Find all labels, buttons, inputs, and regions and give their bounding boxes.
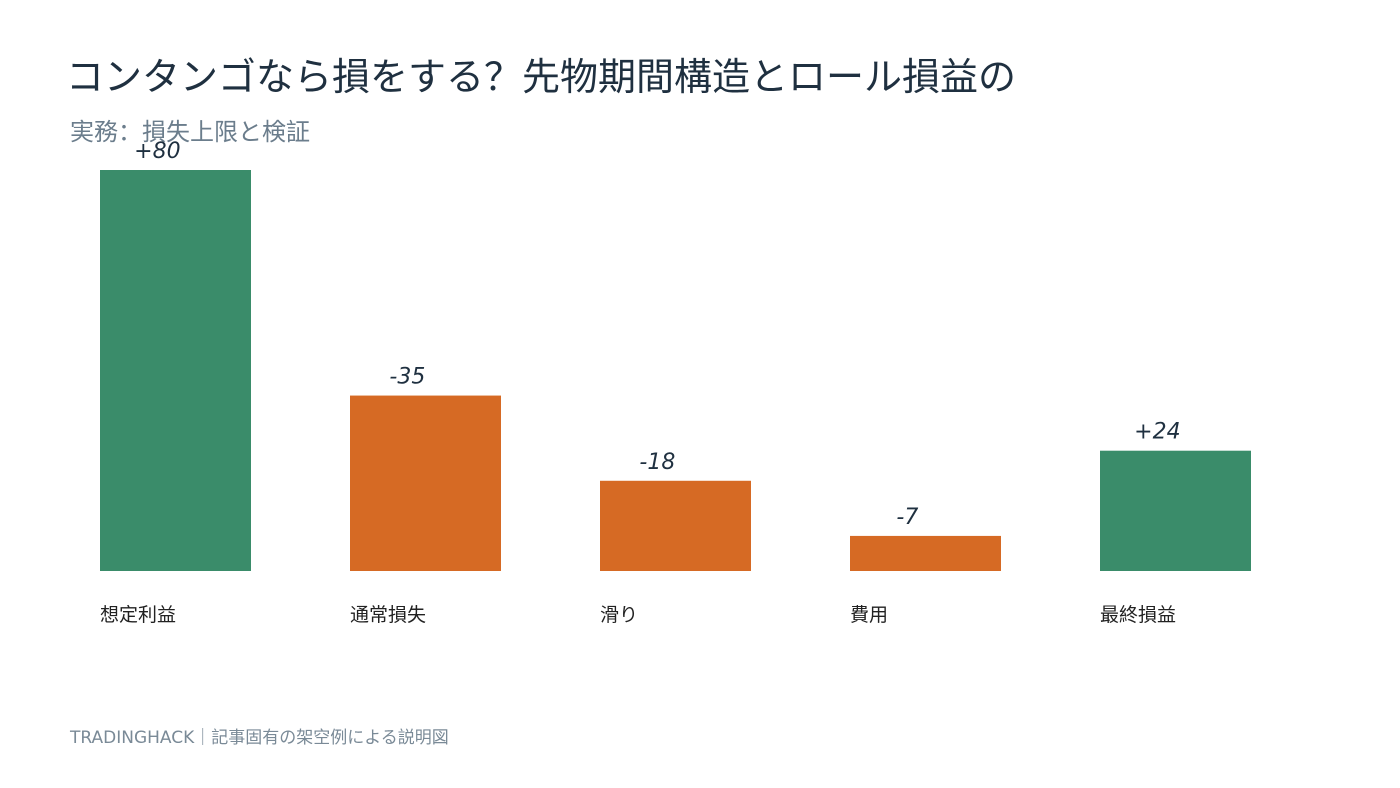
bar-1	[100, 170, 251, 571]
bar-value-label-1: +80	[134, 139, 180, 164]
bar-value-label-2: -35	[389, 365, 425, 390]
category-label-2: 通常損失	[350, 604, 426, 626]
bar-value-label-3: -18	[639, 450, 675, 475]
chart-title: コンタンゴなら損をする？先物期間構造とロール損益の	[66, 55, 1017, 99]
bar-2	[350, 395, 501, 571]
bar-4	[850, 535, 1001, 571]
category-label-1: 想定利益	[100, 604, 176, 626]
category-label-4: 費用	[850, 604, 888, 626]
category-label-3: 滑り	[600, 604, 638, 626]
bar-3	[600, 480, 751, 571]
category-label-5: 最終損益	[1100, 604, 1176, 626]
bar-value-label-5: +24	[1134, 420, 1180, 445]
bar-5	[1100, 450, 1251, 571]
chart-subtitle: 実務：損失上限と検証	[70, 118, 310, 146]
footer-credit: TRADINGHACK｜記事固有の架空例による説明図	[70, 728, 449, 748]
bar-value-label-4: -7	[896, 505, 918, 530]
